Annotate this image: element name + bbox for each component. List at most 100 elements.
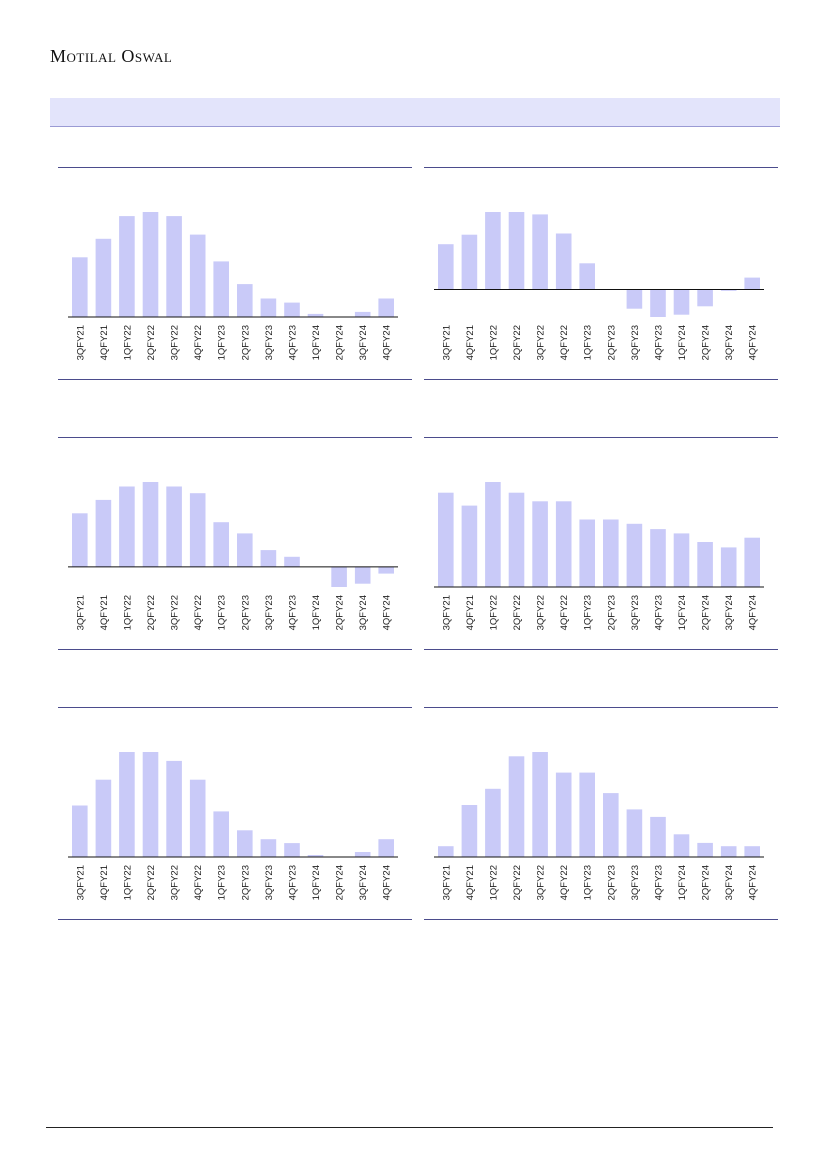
bar [95,238,112,317]
x-tick-label: 3QFY24 [358,865,369,900]
bar [532,501,548,587]
bar [119,752,135,857]
x-tick-label: 3QFY22 [536,595,547,630]
bar [744,537,760,587]
x-tick-label: 4QFY21 [99,325,110,360]
bar [508,212,525,290]
bar [189,779,206,857]
bar [189,493,206,567]
x-tick-label: 4QFY23 [653,595,664,630]
bar [237,533,253,567]
section-header-band [50,98,780,127]
x-tick-label: 4QFY24 [382,865,393,900]
bar [485,212,501,290]
bar [213,522,229,567]
x-tick-label: 3QFY23 [264,865,275,900]
x-tick-label: 3QFY24 [358,595,369,630]
x-tick-label: 2QFY24 [701,325,712,360]
bar [72,513,88,567]
x-tick-label: 2QFY23 [240,325,251,360]
bar [650,529,666,587]
x-tick-label: 3QFY22 [536,325,547,360]
x-tick-label: 4QFY21 [465,595,476,630]
bar [166,760,182,857]
bar [237,284,253,317]
bar [744,846,760,857]
bar [720,846,737,857]
bar [603,793,619,857]
x-tick-label: 4QFY23 [287,595,298,630]
bar [237,830,253,857]
bar [284,302,300,317]
bar [626,289,643,309]
x-tick-label: 3QFY23 [264,595,275,630]
bar [166,216,182,317]
bar [260,298,277,317]
bar [720,547,737,587]
x-tick-label: 4QFY22 [193,865,204,900]
chart-panel-6: 3QFY21 4QFY21 1QFY22 2QFY22 3QFY22 4QFY22 1QFY… [424,707,778,920]
bar [673,533,690,587]
bar [485,482,501,587]
bar [260,550,277,567]
bar [603,519,619,587]
brand-logo: Motilal Oswal [50,46,173,66]
bar [142,752,159,857]
x-tick-label: 2QFY23 [606,325,617,360]
bar [331,566,347,587]
x-tick-label: 4QFY24 [748,595,759,630]
bar-chart-5: 3QFY21 4QFY21 1QFY22 2QFY22 3QFY22 4QFY22 1QFY… [58,707,412,920]
x-tick-label: 2QFY24 [335,865,346,900]
bar [697,842,713,857]
x-tick-label: 1QFY23 [217,865,228,900]
x-tick-label: 3QFY24 [358,325,369,360]
bar [532,214,548,290]
bar-chart-4: 3QFY21 4QFY21 1QFY22 2QFY22 3QFY22 4QFY22 1QFY… [424,437,778,650]
x-tick-label: 2QFY22 [146,595,157,630]
bar [260,839,277,857]
bar [95,499,112,567]
x-tick-label: 3QFY23 [630,865,641,900]
x-tick-label: 1QFY22 [122,325,133,360]
x-tick-label: 4QFY24 [748,325,759,360]
x-tick-label: 4QFY23 [287,865,298,900]
x-tick-label: 1QFY24 [677,325,688,360]
bar [213,261,229,317]
bar [485,788,501,857]
x-tick-label: 1QFY23 [217,325,228,360]
x-tick-label: 1QFY23 [583,595,594,630]
bar [142,212,159,317]
x-tick-label: 2QFY23 [606,865,617,900]
x-tick-label: 4QFY23 [653,865,664,900]
x-tick-label: 4QFY21 [99,595,110,630]
x-tick-label: 3QFY21 [441,325,452,360]
x-tick-label: 3QFY21 [75,865,86,900]
bar [307,313,324,317]
x-tick-label: 4QFY21 [465,325,476,360]
bar [284,556,300,567]
bar [461,234,478,290]
x-tick-label: 2QFY24 [701,865,712,900]
x-tick-label: 1QFY23 [217,595,228,630]
x-tick-label: 1QFY22 [488,595,499,630]
x-tick-label: 1QFY22 [488,865,499,900]
x-tick-label: 4QFY22 [193,595,204,630]
bar [72,805,88,857]
x-tick-label: 1QFY22 [488,325,499,360]
bar [438,492,454,587]
x-tick-label: 3QFY23 [264,325,275,360]
bar-chart-6: 3QFY21 4QFY21 1QFY22 2QFY22 3QFY22 4QFY22 1QFY… [424,707,778,920]
bar [354,566,371,584]
bar [378,839,394,857]
x-tick-label: 1QFY24 [311,865,322,900]
x-tick-label: 1QFY24 [311,325,322,360]
bar [626,523,643,587]
bar [354,311,371,317]
x-tick-label: 3QFY21 [75,325,86,360]
x-tick-label: 2QFY24 [335,325,346,360]
bar [354,852,371,857]
x-tick-label: 3QFY23 [630,325,641,360]
x-tick-label: 3QFY21 [441,595,452,630]
bar-chart-1: 3QFY21 4QFY21 1QFY22 2QFY22 3QFY22 4QFY22 1QFY… [58,167,412,380]
x-tick-label: 4QFY22 [559,325,570,360]
